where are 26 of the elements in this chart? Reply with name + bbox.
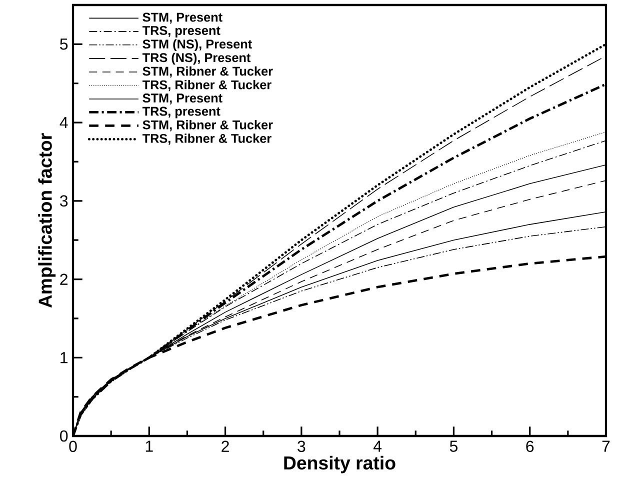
- x-tick-label: 4: [374, 440, 382, 452]
- legend-label: STM, Ribner & Tucker: [142, 66, 273, 78]
- legend-label: TRS (NS), Present: [142, 52, 251, 65]
- y-tick-label: 4: [60, 117, 68, 128]
- legend-label: TRS, present: [142, 106, 220, 118]
- y-tick-label: 0: [60, 430, 68, 442]
- y-tick-label: 3: [60, 195, 68, 207]
- legend-label: STM, Present: [142, 12, 222, 24]
- x-axis-title: Density ratio: [284, 456, 396, 474]
- x-tick-label: 3: [298, 440, 306, 452]
- legend-label: TRS, Ribner & Tucker: [142, 134, 272, 145]
- legend-label: STM, Present: [142, 94, 222, 104]
- x-tick-label: 2: [222, 440, 229, 452]
- x-tick-label: 6: [526, 440, 534, 452]
- y-tick-label: 1: [60, 352, 68, 364]
- legend-label: TRS, present: [142, 26, 220, 38]
- y-tick-label: 2: [60, 274, 68, 285]
- legend-label: TRS, Ribner & Tucker: [142, 80, 272, 92]
- x-tick-label: 0: [69, 440, 77, 452]
- y-tick-label: 5: [60, 38, 68, 50]
- y-axis-title: Amplification factor: [38, 133, 56, 308]
- x-tick-label: 1: [146, 440, 153, 452]
- x-tick-label: 5: [450, 440, 458, 452]
- legend-label: STM, Ribner & Tucker: [142, 120, 273, 132]
- legend-label: STM (NS), Present: [142, 39, 252, 52]
- x-tick-label: 7: [602, 440, 610, 452]
